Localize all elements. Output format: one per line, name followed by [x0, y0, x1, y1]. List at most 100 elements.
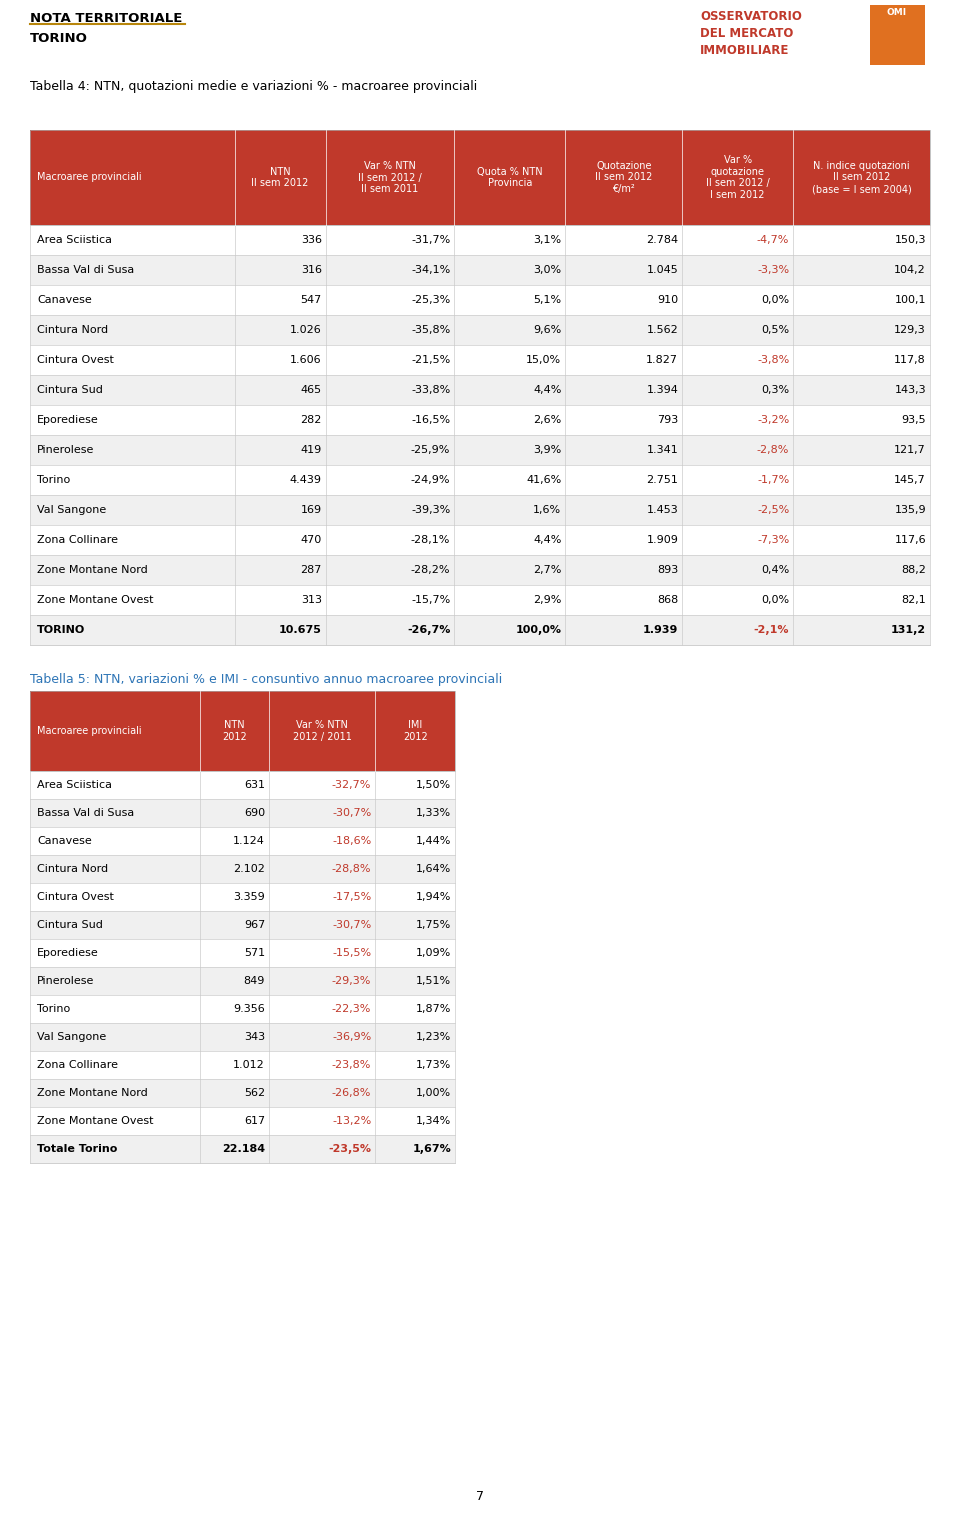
Text: N. indice quotazioni
II sem 2012
(base = I sem 2004): N. indice quotazioni II sem 2012 (base =…	[812, 161, 911, 195]
Text: -36,9%: -36,9%	[332, 1033, 372, 1042]
Text: -2,5%: -2,5%	[757, 506, 789, 515]
Text: -15,5%: -15,5%	[332, 948, 372, 958]
Text: -24,9%: -24,9%	[411, 475, 450, 486]
Text: NTN
II sem 2012: NTN II sem 2012	[252, 167, 309, 188]
Text: Cintura Nord: Cintura Nord	[37, 325, 108, 336]
Bar	[30, 771, 455, 800]
Text: 1,33%: 1,33%	[416, 807, 451, 818]
Text: 1.827: 1.827	[646, 355, 678, 365]
Text: 82,1: 82,1	[901, 594, 926, 605]
Text: 1,23%: 1,23%	[416, 1033, 451, 1042]
Text: Quota % NTN
Provincia: Quota % NTN Provincia	[477, 167, 542, 188]
Text: Pinerolese: Pinerolese	[37, 444, 94, 455]
Text: -17,5%: -17,5%	[332, 892, 372, 902]
Text: NOTA TERRITORIALE: NOTA TERRITORIALE	[30, 12, 182, 25]
Text: -18,6%: -18,6%	[332, 836, 372, 846]
Text: -30,7%: -30,7%	[332, 921, 372, 930]
Text: 145,7: 145,7	[895, 475, 926, 486]
Text: 1.453: 1.453	[646, 506, 678, 515]
Text: 169: 169	[300, 506, 322, 515]
Text: 9.356: 9.356	[233, 1003, 265, 1014]
Text: 100,1: 100,1	[895, 296, 926, 305]
Text: 470: 470	[300, 535, 322, 545]
Bar	[30, 1135, 455, 1163]
Text: -34,1%: -34,1%	[411, 265, 450, 276]
Text: -4,7%: -4,7%	[756, 234, 789, 245]
Bar	[30, 967, 455, 994]
Bar	[30, 404, 930, 435]
Text: Zona Collinare: Zona Collinare	[37, 535, 118, 545]
Text: 2.102: 2.102	[233, 864, 265, 873]
Text: 22.184: 22.184	[222, 1144, 265, 1154]
Text: Canavese: Canavese	[37, 836, 92, 846]
Bar	[30, 800, 455, 827]
Text: Tabella 4: NTN, quotazioni medie e variazioni % - macroaree provinciali: Tabella 4: NTN, quotazioni medie e varia…	[30, 80, 477, 93]
Text: 131,2: 131,2	[891, 625, 926, 634]
Text: 910: 910	[657, 296, 678, 305]
Text: 9,6%: 9,6%	[533, 325, 562, 336]
Text: 690: 690	[244, 807, 265, 818]
Text: 1,51%: 1,51%	[416, 976, 451, 987]
Text: 1.124: 1.124	[233, 836, 265, 846]
Text: OSSERVATORIO
DEL MERCATO
IMMOBILIARE: OSSERVATORIO DEL MERCATO IMMOBILIARE	[700, 11, 802, 57]
Bar	[30, 827, 455, 855]
Text: 287: 287	[300, 565, 322, 574]
Text: 2.751: 2.751	[646, 475, 678, 486]
Text: Macroaree provinciali: Macroaree provinciali	[37, 173, 142, 182]
Bar	[30, 285, 930, 316]
Text: 1,09%: 1,09%	[416, 948, 451, 958]
Text: IMI
2012: IMI 2012	[403, 720, 427, 741]
Text: 0,0%: 0,0%	[761, 594, 789, 605]
Text: Totale Torino: Totale Torino	[37, 1144, 117, 1154]
Text: -28,2%: -28,2%	[411, 565, 450, 574]
Text: 41,6%: 41,6%	[526, 475, 562, 486]
Text: -7,3%: -7,3%	[757, 535, 789, 545]
Text: 129,3: 129,3	[895, 325, 926, 336]
Bar	[30, 225, 930, 254]
Text: 5,1%: 5,1%	[533, 296, 562, 305]
Bar	[30, 855, 455, 882]
Text: Cintura Sud: Cintura Sud	[37, 921, 103, 930]
Text: 0,5%: 0,5%	[761, 325, 789, 336]
Text: 1.562: 1.562	[646, 325, 678, 336]
Bar	[30, 585, 930, 614]
Text: 1.939: 1.939	[643, 625, 678, 634]
Text: Tabella 5: NTN, variazioni % e IMI - consuntivo annuo macroaree provinciali: Tabella 5: NTN, variazioni % e IMI - con…	[30, 673, 502, 686]
Text: 1.341: 1.341	[646, 444, 678, 455]
Bar	[30, 1079, 455, 1108]
Text: Var % NTN
II sem 2012 /
II sem 2011: Var % NTN II sem 2012 / II sem 2011	[358, 161, 421, 195]
Text: 121,7: 121,7	[895, 444, 926, 455]
Text: 571: 571	[244, 948, 265, 958]
Text: 104,2: 104,2	[895, 265, 926, 276]
Text: 0,4%: 0,4%	[761, 565, 789, 574]
Bar	[30, 1023, 455, 1051]
Text: 2,6%: 2,6%	[533, 415, 562, 424]
Text: NTN
2012: NTN 2012	[222, 720, 247, 741]
Text: Quotazione
II sem 2012
€/m²: Quotazione II sem 2012 €/m²	[595, 161, 653, 195]
Text: TORINO: TORINO	[37, 625, 85, 634]
Text: 3,0%: 3,0%	[533, 265, 562, 276]
Text: Area Sciistica: Area Sciistica	[37, 234, 112, 245]
Text: Zona Collinare: Zona Collinare	[37, 1060, 118, 1069]
Text: 1.394: 1.394	[646, 385, 678, 395]
Bar	[30, 691, 455, 771]
Text: 793: 793	[657, 415, 678, 424]
Text: 0,0%: 0,0%	[761, 296, 789, 305]
Bar	[30, 939, 455, 967]
Text: -21,5%: -21,5%	[411, 355, 450, 365]
Text: 4,4%: 4,4%	[533, 385, 562, 395]
Text: 1,87%: 1,87%	[416, 1003, 451, 1014]
Text: 1.606: 1.606	[290, 355, 322, 365]
Text: -1,7%: -1,7%	[757, 475, 789, 486]
Text: 7: 7	[476, 1491, 484, 1503]
Text: -31,7%: -31,7%	[411, 234, 450, 245]
Text: Zone Montane Nord: Zone Montane Nord	[37, 565, 148, 574]
Text: Torino: Torino	[37, 475, 70, 486]
Text: 93,5: 93,5	[901, 415, 926, 424]
Bar	[30, 614, 930, 645]
Text: 117,6: 117,6	[895, 535, 926, 545]
Text: 562: 562	[244, 1088, 265, 1098]
Text: Cintura Ovest: Cintura Ovest	[37, 892, 114, 902]
Bar	[30, 882, 455, 912]
Bar	[30, 466, 930, 495]
